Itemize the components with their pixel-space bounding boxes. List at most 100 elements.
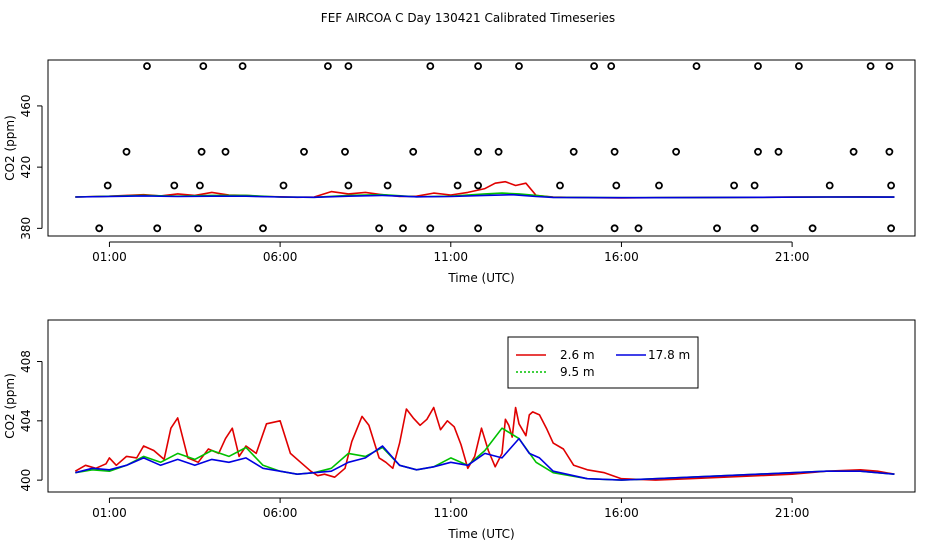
top-calibration-point [655,181,663,190]
top-points-group [95,62,895,233]
top-calibration-point [170,181,179,190]
top-calibration-point [143,62,151,70]
top-calibration-point [774,147,783,156]
legend: 2.6 m 9.5 m 17.8 m [507,336,699,389]
top-calibration-point [610,224,619,233]
bottom-series-2-6-m-line [74,406,895,481]
top-x-tick-label: 01:00 [92,250,127,264]
top-calibration-point [730,181,738,190]
top-calibration-point [375,224,384,233]
bottom-y-axis-label: CO2 (ppm) [3,373,17,439]
top-calibration-point [300,147,308,156]
top-calibration-point [194,224,203,233]
top-calibration-point [197,147,206,156]
top-calibration-point [453,181,462,190]
top-calibration-point [672,147,680,156]
legend-label-17-8m: 17.8 m [648,348,690,362]
figure-title: FEF AIRCOA C Day 130421 Calibrated Times… [321,11,615,25]
top-calibration-point [199,62,208,70]
bottom-y-tick-label: 404 [19,409,33,432]
top-calibration-point [259,224,267,233]
top-calibration-point [885,62,894,70]
bottom-x-tick-label: 16:00 [604,506,639,520]
top-calibration-point [607,62,616,70]
bottom-x-axis-label: Time (UTC) [447,527,514,540]
top-calibration-point [409,147,418,156]
top-calibration-point [103,181,112,190]
top-calibration-point [195,181,204,190]
top-calibration-point [887,224,895,233]
top-x-tick-label: 21:00 [775,250,810,264]
top-calibration-point [754,147,762,156]
top-calibration-point [221,147,230,156]
top-calibration-point [556,181,564,190]
top-x-tick-label: 11:00 [433,250,468,264]
top-calibration-point [750,224,759,233]
top-calibration-point [849,147,858,156]
top-calibration-point [474,181,483,190]
top-series-17-8-m-line [75,193,895,199]
top-calibration-point [612,181,621,190]
top-plot-frame [47,59,916,237]
top-calibration-point [153,224,162,233]
top-calibration-point [569,147,578,156]
top-calibration-point [754,62,762,70]
top-calibration-point [279,181,288,190]
top-calibration-point [610,147,619,156]
top-calibration-point [426,224,435,233]
top-calibration-point [866,62,875,70]
top-x-ticks: 01:00 06:00 11:00 16:00 21:00 [92,241,810,264]
top-calibration-point [122,147,131,156]
bottom-plot-frame [47,319,916,493]
bottom-y-tick-label: 408 [19,350,33,373]
top-calibration-point [692,62,701,70]
legend-label-9-5m: 9.5 m [560,365,595,379]
top-calibration-point [634,224,643,233]
bottom-x-tick-label: 06:00 [263,506,298,520]
legend-box [507,336,699,389]
top-x-axis-label: Time (UTC) [447,271,514,285]
top-calibration-point [887,181,895,190]
bottom-panel: 01:00 06:00 11:00 16:00 21:00 400 404 408 Time… [3,319,916,540]
bottom-series-group [74,406,895,481]
top-y-tick-label: 380 [19,217,33,240]
top-calibration-point [344,181,353,190]
top-calibration-point [474,147,483,156]
top-x-tick-label: 06:00 [263,250,298,264]
top-calibration-point [808,224,817,233]
bottom-x-tick-label: 21:00 [775,506,810,520]
top-calibration-point [515,62,523,70]
top-calibration-point [341,147,349,156]
top-calibration-point [885,147,894,156]
top-calibration-point [344,62,353,70]
bottom-x-ticks: 01:00 06:00 11:00 16:00 21:00 [92,497,810,520]
top-y-tick-label: 420 [19,156,33,179]
top-calibration-point [238,62,247,70]
top-calibration-point [95,224,104,233]
bottom-series-17-8-m-line [75,437,895,481]
top-calibration-point [750,181,759,190]
top-calibration-point [474,224,483,233]
top-calibration-point [590,62,598,70]
top-calibration-point [383,181,392,190]
top-calibration-point [399,224,407,233]
top-calibration-point [494,147,503,156]
bottom-y-ticks: 400 404 408 [19,350,43,492]
top-calibration-point [825,181,834,190]
top-y-tick-label: 460 [19,94,33,117]
top-calibration-point [474,62,483,70]
bottom-x-tick-label: 11:00 [433,506,468,520]
top-calibration-point [535,224,544,233]
top-y-ticks: 380 420 460 [19,94,43,240]
top-series-group [75,180,895,199]
bottom-y-tick-label: 400 [19,469,33,492]
top-y-axis-label: CO2 (ppm) [3,115,17,181]
top-calibration-point [795,62,803,70]
bottom-x-tick-label: 01:00 [92,506,127,520]
top-x-tick-label: 16:00 [604,250,639,264]
top-panel: 01:00 06:00 11:00 16:00 21:00 380 420 460 Time… [3,59,916,285]
top-calibration-point [323,62,332,70]
top-calibration-point [426,62,435,70]
legend-label-2-6m: 2.6 m [560,348,595,362]
